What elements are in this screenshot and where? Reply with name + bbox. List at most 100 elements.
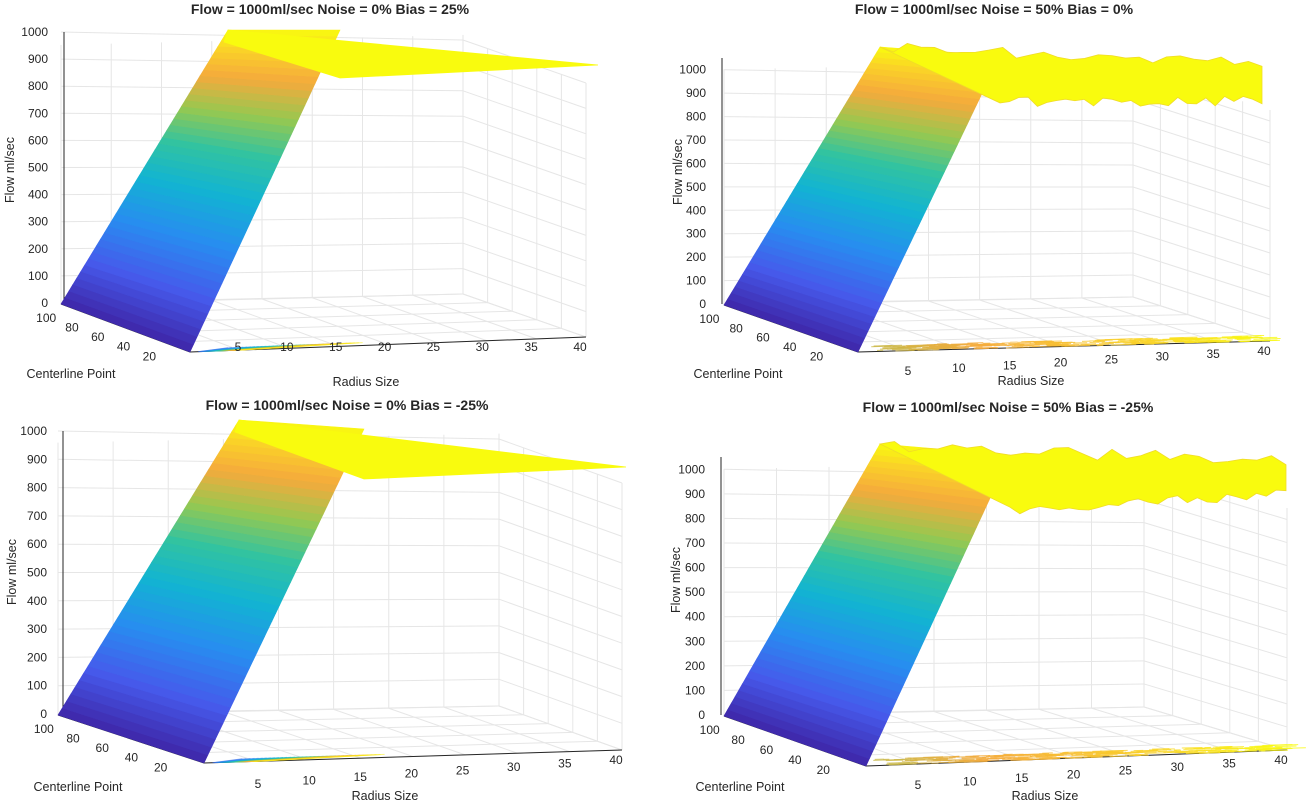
z-tick-label: 900	[686, 86, 706, 100]
z-tick-label: 1000	[20, 424, 47, 438]
floor-contour	[871, 335, 1281, 352]
x-axis-label: Radius Size	[333, 375, 400, 389]
floor-stroke	[887, 347, 912, 350]
floor-stroke	[1038, 340, 1062, 343]
x-tick-label: 25	[456, 763, 470, 777]
grid-line	[164, 327, 562, 343]
x-tick-label: 30	[1171, 760, 1185, 774]
floor-stroke	[948, 761, 967, 763]
grid-line	[462, 217, 587, 262]
floor-stroke	[949, 345, 970, 348]
floor-stroke	[1084, 343, 1110, 346]
floor-stroke	[255, 753, 385, 762]
grid-line	[1132, 274, 1271, 320]
floor-stroke	[1152, 748, 1170, 750]
floor-stroke	[1110, 343, 1137, 346]
z-tick-label: 200	[686, 250, 706, 264]
grid-line	[278, 710, 414, 757]
y-tick-label: 100	[36, 311, 56, 325]
panel-title: Flow = 1000ml/sec Noise = 0% Bias = -25%	[206, 397, 489, 413]
surface	[57, 419, 627, 764]
floor-stroke	[884, 345, 906, 348]
floor-stroke	[973, 346, 997, 349]
floor-stroke	[1171, 750, 1198, 753]
y-tick-label: 40	[783, 340, 797, 354]
floor-stroke	[1256, 748, 1283, 750]
floor-stroke	[1019, 343, 1045, 346]
x-tick-label: 20	[1067, 767, 1081, 781]
x-tick-label: 30	[507, 760, 521, 774]
floor-stroke	[1234, 336, 1262, 339]
z-tick-label: 600	[685, 561, 705, 575]
floor-stroke	[949, 755, 977, 758]
floor-stroke	[1268, 744, 1293, 746]
floor-stroke	[1140, 339, 1168, 342]
z-tick-label: 900	[28, 52, 48, 66]
surface-plateau	[878, 441, 1287, 515]
floor-stroke	[1042, 756, 1067, 759]
grid-line	[462, 64, 587, 109]
floor-stroke	[1221, 335, 1242, 338]
z-tick-label: 400	[686, 203, 706, 217]
grid-line	[498, 491, 623, 537]
floor-stroke	[906, 345, 931, 347]
floor-contour	[197, 342, 363, 353]
z-tick-label: 400	[27, 594, 47, 608]
grid-line	[145, 731, 573, 745]
floor-stroke	[1002, 758, 1022, 761]
floor-stroke	[917, 349, 939, 351]
grid-line	[928, 300, 1065, 347]
grid-line	[498, 465, 623, 511]
grid-line	[462, 293, 587, 338]
x-axis-label: Radius Size	[1012, 789, 1079, 803]
z-tick-label: 0	[699, 297, 706, 311]
y-tick-label: 20	[143, 349, 157, 363]
floor-stroke	[987, 757, 1012, 760]
grid-line	[462, 191, 587, 236]
grid-line	[261, 298, 389, 345]
z-tick-label: 400	[28, 188, 48, 202]
y-tick-label: 80	[729, 321, 743, 335]
panel-1: Flow = 1000ml/sec Noise = 0% Bias = 25% 0…	[3, 1, 599, 389]
floor-stroke	[883, 758, 912, 761]
floor-stroke	[1135, 749, 1158, 752]
grid-line	[312, 297, 438, 344]
grid-line	[1030, 298, 1168, 345]
panel-title: Flow = 1000ml/sec Noise = 0% Bias = 25%	[191, 1, 470, 17]
y-tick-label: 60	[91, 330, 105, 344]
grid-line	[1132, 230, 1271, 276]
floor-stroke	[985, 755, 1011, 757]
floor-stroke	[1245, 335, 1265, 337]
z-tick-label: 100	[685, 683, 705, 697]
grid-line	[804, 322, 1216, 334]
z-tick-label: 0	[40, 707, 47, 721]
floor-stroke	[1017, 341, 1042, 343]
floor-stroke	[1070, 753, 1094, 755]
floor-stroke	[1183, 748, 1206, 750]
grid-line	[1143, 660, 1288, 705]
floor-stroke	[923, 756, 944, 758]
floor-stroke	[935, 346, 959, 349]
floor-stroke	[1238, 750, 1257, 752]
z-tick-label: 600	[686, 156, 706, 170]
floor-stroke	[1058, 752, 1082, 755]
z-axis-label: Flow ml/sec	[669, 547, 683, 613]
x-tick-label: 10	[963, 774, 977, 788]
y-tick-label: 80	[66, 732, 80, 746]
floor-stroke	[902, 345, 923, 348]
grid-line	[211, 299, 339, 347]
y-tick-label: 20	[817, 763, 831, 777]
grid-line	[498, 652, 623, 698]
x-tick-label: 20	[1054, 355, 1068, 369]
x-tick-label: 5	[235, 340, 242, 354]
grid-line	[1143, 499, 1288, 544]
z-tick-label: 600	[28, 133, 48, 147]
z-axis-label: Flow ml/sec	[5, 539, 19, 605]
floor-stroke	[984, 755, 1004, 758]
floor-stroke	[1278, 747, 1306, 750]
grid-line	[462, 115, 587, 160]
x-tick-label: 15	[1003, 358, 1017, 372]
z-tick-label: 900	[685, 487, 705, 501]
floor-stroke	[963, 759, 981, 761]
x-tick-label: 15	[329, 340, 343, 354]
